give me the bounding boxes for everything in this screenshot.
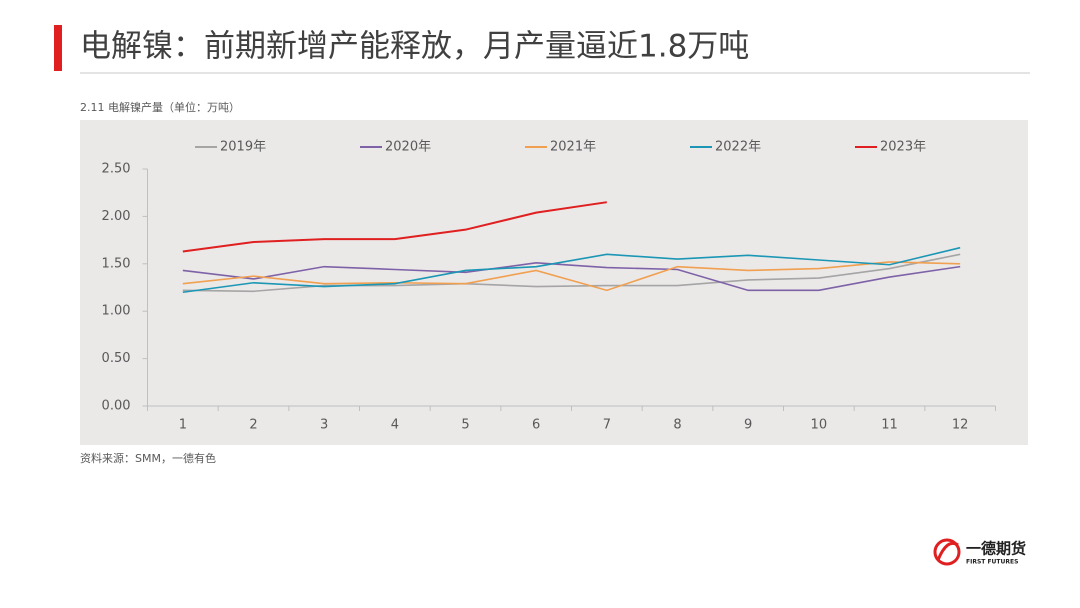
logo-swoosh	[936, 541, 959, 561]
x-tick-label: 7	[603, 418, 611, 433]
x-tick-label: 9	[744, 418, 752, 433]
logo-subtitle: FIRST FUTURES	[966, 559, 1018, 566]
legend-label: 2019年	[220, 140, 266, 155]
logo: 一德期货 FIRST FUTURES	[933, 538, 1026, 566]
series-line	[182, 246, 961, 294]
logo-icon	[933, 538, 961, 566]
x-tick-label: 2	[249, 418, 257, 433]
y-tick-label: 1.00	[102, 304, 131, 319]
chart-background	[80, 120, 1028, 445]
slide-title: 电解镍：前期新增产能释放，月产量逼近1.8万吨	[80, 29, 749, 65]
y-tick-label: 2.50	[102, 162, 131, 177]
source-note: 资料来源：SMM，一德有色	[80, 451, 216, 465]
x-tick-label: 10	[811, 418, 828, 433]
x-tick-label: 6	[532, 418, 540, 433]
x-tick-label: 8	[673, 418, 681, 433]
y-tick-label: 1.50	[102, 256, 131, 271]
legend-label: 2020年	[385, 140, 431, 155]
legend-label: 2023年	[880, 140, 926, 155]
series-line	[182, 201, 607, 253]
x-tick-label: 3	[320, 418, 328, 433]
y-tick-label: 0.50	[102, 351, 131, 366]
x-tick-label: 5	[461, 418, 469, 433]
x-tick-label: 11	[881, 418, 898, 433]
x-tick-label: 12	[952, 418, 969, 433]
y-tick-label: 0.00	[102, 399, 131, 414]
series-line	[182, 261, 961, 292]
title-bar	[54, 25, 62, 71]
x-tick-label: 4	[391, 418, 399, 433]
logo-name: 一德期货	[966, 540, 1026, 558]
plot: 0.000.501.001.502.002.501 2 3 4 5 6 7 8 9 10 11 122…	[102, 140, 996, 433]
legend-label: 2022年	[715, 140, 761, 155]
y-tick-label: 2.00	[102, 209, 131, 224]
legend-label: 2021年	[550, 140, 596, 155]
x-tick-label: 1	[179, 418, 187, 433]
chart-title: 2.11 电解镍产量（单位：万吨）	[80, 100, 240, 114]
series-line	[182, 262, 961, 292]
